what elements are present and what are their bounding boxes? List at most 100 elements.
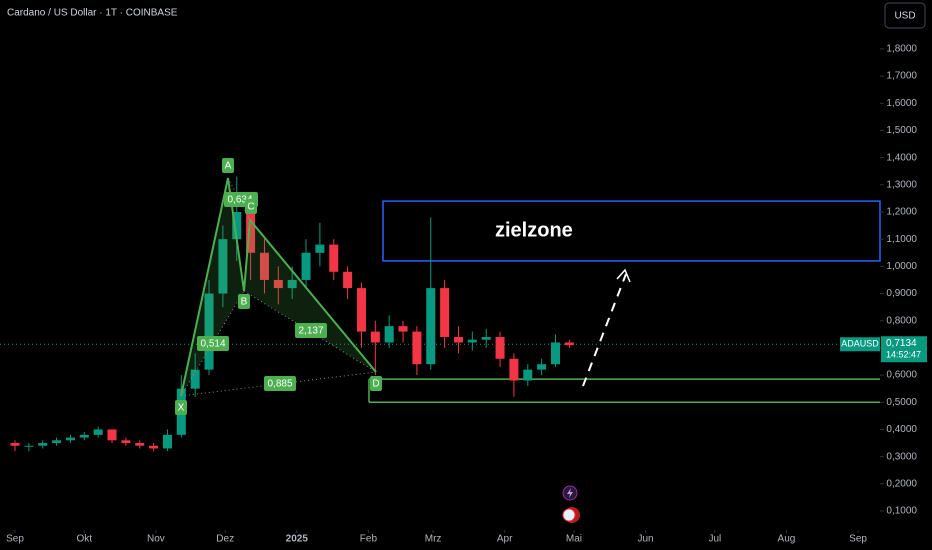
y-tick-label: 1,8000 [886, 44, 917, 55]
x-tick-label: Feb [360, 534, 378, 545]
x-tick-label: Apr [497, 534, 513, 545]
ratio-badge [264, 376, 296, 391]
ratio-badge [295, 323, 327, 338]
candle-body [509, 358, 519, 381]
axes: 0,10000,20000,30000,40000,50000,60000,70… [6, 44, 927, 545]
candle-body [537, 364, 547, 370]
x-tick-label: Jul [708, 534, 721, 545]
y-tick-label: 1,2000 [886, 207, 917, 218]
countdown: 14:52:47 [886, 350, 921, 360]
candle-body [162, 434, 172, 449]
symbol-label: ADAUSD [841, 339, 879, 349]
y-tick-label: 1,0000 [886, 261, 917, 272]
pattern-dotted [180, 290, 245, 397]
candle-body [232, 212, 242, 240]
y-tick-label: 0,4000 [886, 424, 917, 435]
candle-body [356, 288, 366, 332]
y-tick-label: 0,6000 [886, 370, 917, 381]
candle-body [149, 445, 159, 449]
xabcd-pattern: X A B 0,634 C D 0,514 2,137 0,885 [175, 158, 382, 415]
candle-body [426, 288, 436, 365]
flag-icon [562, 508, 576, 522]
candle-body [121, 440, 131, 444]
candle-body [370, 331, 380, 343]
candle-body [190, 369, 200, 389]
chart-title: Cardano / US Dollar · 1T · COINBASE [7, 8, 178, 19]
y-tick-label: 0,3000 [886, 451, 917, 462]
price-badge [881, 336, 927, 363]
candle-body [523, 369, 533, 381]
event-icon-glyph [567, 488, 573, 498]
currency-button-label[interactable]: USD [894, 11, 915, 22]
pattern-triangle [181, 178, 244, 396]
point-badge [370, 376, 382, 391]
projection-arrow [582, 273, 627, 387]
x-tick-label: 2025 [286, 534, 309, 545]
candle-body [52, 440, 62, 444]
currency-button[interactable] [884, 2, 926, 29]
candle-body [218, 239, 228, 294]
x-tick-label: Sep [6, 534, 24, 545]
target-zone [382, 200, 881, 262]
y-tick-label: 1,6000 [886, 98, 917, 109]
ratio-label: 2,137 [298, 326, 323, 337]
ratio-label: 0,885 [267, 379, 292, 390]
candle-body [287, 279, 297, 289]
candle-body [412, 331, 422, 365]
point-label: B [241, 297, 248, 308]
point-label: C [247, 202, 254, 213]
y-tick-label: 1,1000 [886, 234, 917, 245]
candle-body [315, 244, 325, 253]
pattern-triangle [244, 220, 376, 372]
candle-body [24, 445, 34, 447]
candle-body [343, 271, 353, 289]
candle-body [10, 443, 20, 446]
symbol-badge [840, 337, 880, 352]
target-zone-label: zielzone [495, 219, 573, 241]
arrow-head [616, 268, 631, 283]
candle-body [301, 252, 311, 280]
candle-body [135, 443, 145, 446]
candle-body [204, 293, 214, 370]
x-tick-label: Dez [216, 534, 234, 545]
x-tick-label: Mai [566, 534, 582, 545]
y-tick-label: 1,4000 [886, 152, 917, 163]
point-badge [175, 400, 187, 415]
point-label: A [225, 161, 232, 172]
candle-body [93, 429, 103, 435]
y-tick-label: 0,1000 [886, 506, 917, 517]
point-badge [238, 294, 250, 309]
candle-body [398, 326, 408, 332]
point-badge [222, 158, 234, 173]
candle-body [79, 434, 89, 438]
candle-body [107, 429, 117, 441]
candle-body [65, 437, 75, 441]
y-tick-label: 1,7000 [886, 71, 917, 82]
y-tick-label: 1,5000 [886, 125, 917, 136]
candle-body [246, 212, 256, 253]
candle-body [564, 342, 574, 346]
candle-body [550, 342, 560, 365]
y-tick-label: 0,5000 [886, 397, 917, 408]
pattern-dotted [180, 371, 377, 397]
zones: zielzone [0, 200, 881, 404]
candle-body [481, 337, 491, 340]
point-badge [245, 199, 257, 214]
candle-body [467, 339, 477, 343]
ratio-label: 0,634 [227, 195, 252, 206]
x-tick-label: Nov [147, 534, 165, 545]
y-tick-label: 1,3000 [886, 179, 917, 190]
x-tick-label: Mrz [425, 534, 442, 545]
candle-body [453, 337, 463, 343]
x-tick-label: Aug [778, 534, 796, 545]
y-tick-label: 0,2000 [886, 478, 917, 489]
candle-body [259, 252, 269, 280]
candle-body [495, 337, 505, 359]
x-tick-label: Jun [638, 534, 654, 545]
x-tick-label: Okt [77, 534, 93, 545]
candle-body [384, 326, 394, 343]
x-tick-label: Sep [849, 534, 867, 545]
y-tick-label: 0,8000 [886, 315, 917, 326]
candle-body [440, 288, 450, 338]
